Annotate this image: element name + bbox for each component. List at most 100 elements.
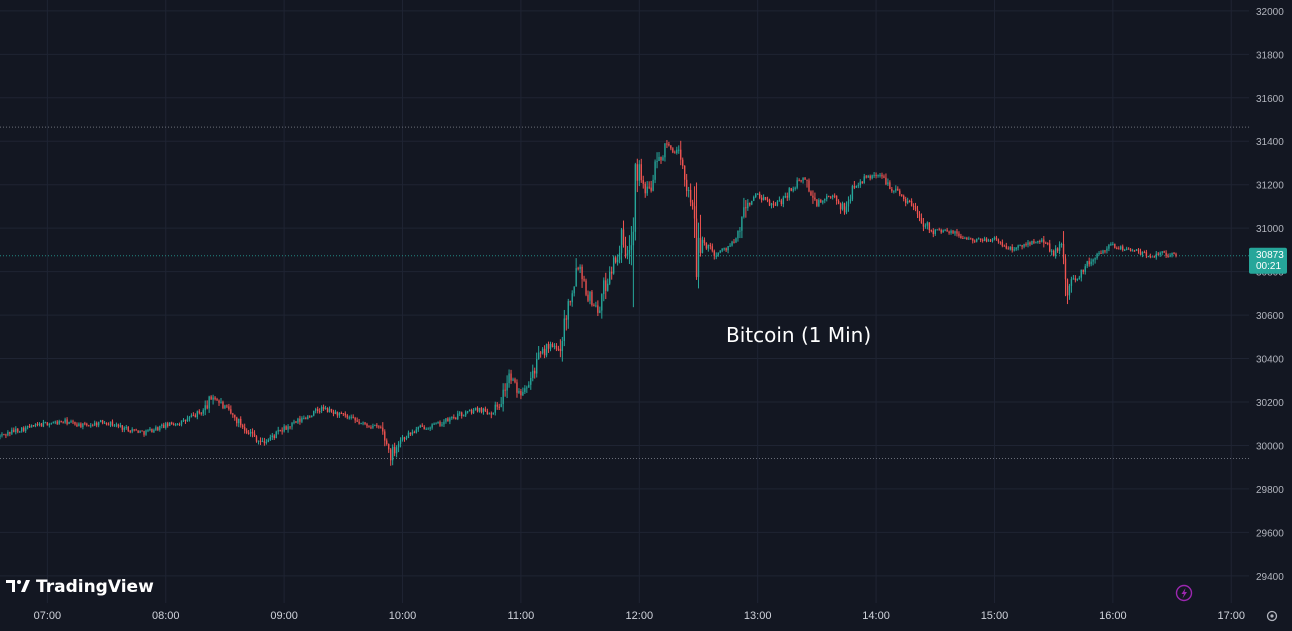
candle bbox=[1088, 257, 1090, 267]
candle bbox=[672, 147, 674, 154]
candle-body bbox=[1139, 251, 1142, 255]
candle-body bbox=[1171, 253, 1173, 256]
candle bbox=[510, 369, 512, 384]
candle-body bbox=[1052, 250, 1055, 256]
candle-body bbox=[427, 428, 429, 430]
candle bbox=[356, 417, 358, 422]
candle-body bbox=[904, 198, 907, 203]
candle-body bbox=[841, 203, 844, 210]
candle-body bbox=[461, 412, 463, 417]
candle bbox=[1133, 249, 1136, 252]
candle bbox=[461, 411, 463, 419]
candle-body bbox=[553, 345, 556, 347]
candle bbox=[642, 175, 644, 189]
candle-body bbox=[54, 421, 56, 423]
candle-body bbox=[64, 419, 66, 423]
candle bbox=[417, 426, 419, 432]
candle-body bbox=[97, 422, 100, 426]
candle bbox=[368, 425, 370, 428]
candle bbox=[395, 445, 398, 458]
candle-body bbox=[24, 427, 27, 431]
candle-body bbox=[790, 188, 792, 191]
candle-body bbox=[147, 430, 149, 432]
candle bbox=[796, 177, 798, 190]
candle-body bbox=[423, 426, 425, 430]
candle-body bbox=[719, 250, 721, 253]
candle-body bbox=[90, 425, 92, 427]
candle bbox=[220, 398, 222, 404]
candle-body bbox=[976, 238, 978, 242]
candle bbox=[762, 194, 765, 201]
candle-body bbox=[1088, 261, 1090, 265]
candle bbox=[198, 409, 200, 415]
candle bbox=[648, 181, 650, 190]
candle bbox=[447, 417, 449, 422]
candle bbox=[62, 421, 64, 424]
candle bbox=[1086, 260, 1088, 269]
candle bbox=[214, 396, 216, 401]
candle bbox=[492, 412, 494, 415]
candle bbox=[664, 143, 666, 162]
candle bbox=[1090, 258, 1092, 267]
candle bbox=[1161, 251, 1163, 256]
candle bbox=[109, 421, 112, 428]
candle bbox=[326, 407, 329, 413]
candle bbox=[683, 165, 686, 187]
candle bbox=[468, 409, 471, 412]
candle-body bbox=[760, 197, 763, 201]
candle bbox=[847, 196, 850, 212]
candle-body bbox=[117, 424, 120, 427]
candle bbox=[5, 433, 7, 439]
candle-body bbox=[520, 391, 522, 396]
candle bbox=[210, 395, 212, 400]
candle bbox=[307, 414, 309, 420]
candle bbox=[776, 200, 779, 207]
time-axis[interactable]: 07:00 08:00 09:00 10:00 11:00 12:00 13:00 14:00… bbox=[34, 610, 1245, 622]
candle-body bbox=[981, 239, 984, 241]
candle bbox=[1031, 240, 1033, 245]
candle-body bbox=[1037, 241, 1039, 243]
candle bbox=[575, 258, 577, 287]
candle-body bbox=[977, 238, 980, 240]
candle-body bbox=[378, 426, 380, 428]
candle bbox=[243, 423, 246, 434]
candle-body bbox=[486, 411, 489, 415]
candle-body bbox=[388, 444, 390, 450]
candle-body bbox=[930, 230, 933, 232]
candle bbox=[1025, 242, 1027, 247]
candle-body bbox=[251, 431, 254, 434]
candle bbox=[518, 388, 520, 394]
candle bbox=[240, 416, 242, 428]
candle-body bbox=[178, 424, 181, 426]
candle-body bbox=[3, 434, 5, 436]
price-axis[interactable]: 2940029600298003000030200304003060030800… bbox=[1256, 7, 1284, 583]
candle bbox=[80, 422, 82, 429]
candles[interactable] bbox=[0, 140, 1177, 466]
tradingview-logo[interactable]: TradingView bbox=[6, 577, 154, 597]
candle bbox=[1112, 241, 1114, 246]
candle bbox=[991, 238, 994, 243]
candle bbox=[1052, 249, 1055, 257]
candle-body bbox=[855, 185, 858, 188]
candle-body bbox=[9, 432, 11, 434]
candle-body bbox=[143, 431, 145, 435]
settings-gear-icon[interactable] bbox=[1266, 610, 1278, 622]
candle bbox=[676, 146, 678, 155]
candle-body bbox=[358, 421, 360, 424]
candle-body bbox=[565, 318, 567, 320]
price-tick-label: 30000 bbox=[1256, 441, 1284, 452]
candle-body bbox=[413, 432, 416, 434]
candle bbox=[68, 421, 70, 425]
price-tick-label: 31600 bbox=[1256, 94, 1284, 105]
candle-body bbox=[636, 164, 639, 181]
candle bbox=[932, 228, 934, 238]
candle bbox=[1058, 241, 1061, 255]
candle-body bbox=[380, 427, 382, 429]
candle bbox=[1041, 237, 1043, 243]
lightning-icon[interactable] bbox=[1175, 584, 1193, 602]
candle-body bbox=[968, 238, 970, 240]
candle-body bbox=[202, 410, 204, 414]
candle-body bbox=[910, 201, 913, 206]
candle-body bbox=[549, 344, 552, 349]
